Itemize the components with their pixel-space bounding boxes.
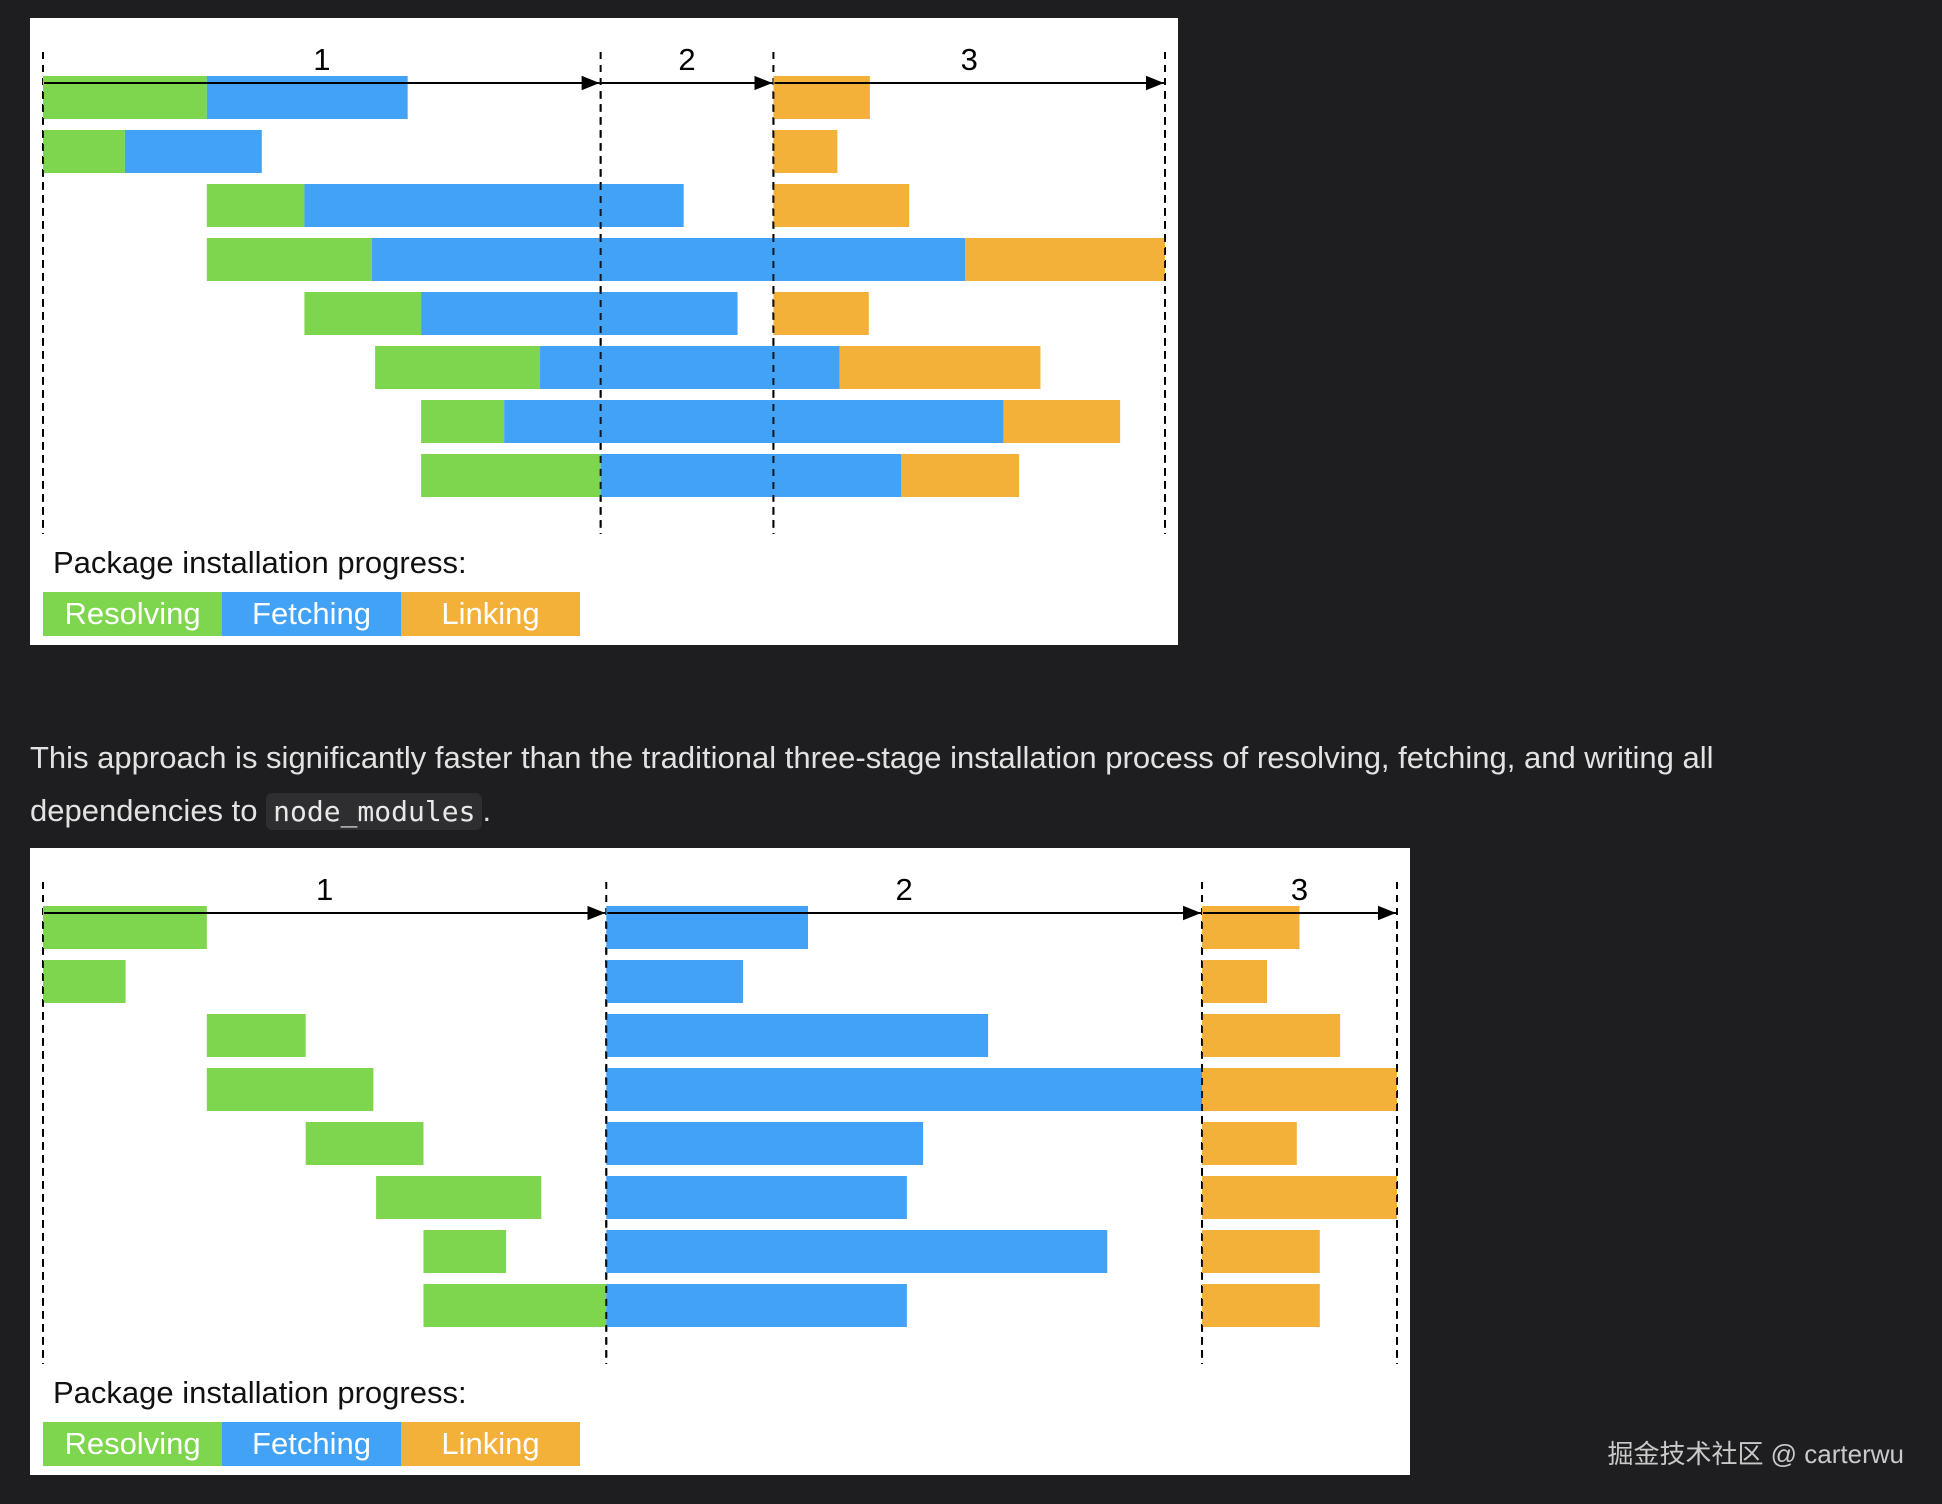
inline-code: node_modules xyxy=(266,793,483,830)
chart-caption: Package installation progress: xyxy=(53,545,467,580)
bar-fetching xyxy=(421,292,738,335)
chart-caption: Package installation progress: xyxy=(53,1375,467,1410)
bar-resolving xyxy=(304,292,422,335)
bar-resolving xyxy=(206,238,372,281)
bar-resolving xyxy=(423,1284,607,1327)
legend-resolving: Resolving xyxy=(43,1422,222,1466)
bar-fetching xyxy=(606,1122,924,1165)
chart-canvas: 1 2 3 xyxy=(42,872,1398,1364)
bar-resolving xyxy=(206,1014,306,1057)
bar-linking xyxy=(965,238,1165,281)
chart-legend: Resolving Fetching Linking xyxy=(43,592,580,636)
bar-fetching xyxy=(606,1284,907,1327)
bar-resolving xyxy=(423,1230,507,1273)
bar-linking xyxy=(1202,1230,1320,1273)
bar-resolving xyxy=(376,1176,542,1219)
paragraph-end: . xyxy=(482,793,492,828)
bar-resolving xyxy=(206,1068,374,1111)
phase-label: 1 xyxy=(316,872,333,907)
bar-resolving xyxy=(43,130,125,173)
bar-resolving xyxy=(305,1122,424,1165)
legend-fetching: Fetching xyxy=(222,1422,401,1466)
phase-label: 3 xyxy=(1291,872,1308,907)
bar-linking xyxy=(773,130,838,173)
bar-fetching xyxy=(540,346,840,389)
bar-linking xyxy=(773,184,910,227)
bar-fetching xyxy=(124,130,262,173)
bar-linking xyxy=(1202,1176,1397,1219)
bar-linking xyxy=(1202,1068,1397,1111)
chart-canvas: 1 2 3 xyxy=(42,42,1166,534)
legend-resolving: Resolving xyxy=(43,592,222,636)
bar-resolving xyxy=(421,454,601,497)
phase-label: 1 xyxy=(313,42,330,77)
chart-figure-overlapping: 1 2 3 Package installation progress: Resol… xyxy=(30,18,1178,645)
bar-resolving xyxy=(421,400,505,443)
bar-fetching xyxy=(504,400,1004,443)
bar-fetching xyxy=(606,960,744,1003)
body-paragraph: This approach is significantly faster th… xyxy=(30,731,1910,838)
bar-fetching xyxy=(304,184,684,227)
bar-fetching xyxy=(606,1176,907,1219)
bar-linking xyxy=(773,292,869,335)
bar-linking xyxy=(1202,960,1268,1003)
phase-label: 2 xyxy=(896,872,913,907)
bar-linking xyxy=(839,346,1041,389)
bar-linking xyxy=(1003,400,1121,443)
bar-fetching xyxy=(606,1230,1108,1273)
paragraph-text: This approach is significantly faster th… xyxy=(30,740,1714,828)
phase-label: 3 xyxy=(961,42,978,77)
bar-fetching xyxy=(371,238,966,281)
bar-linking xyxy=(901,454,1020,497)
bar-linking xyxy=(1202,1284,1320,1327)
bar-fetching xyxy=(600,454,902,497)
watermark: 掘金技术社区 @ carterwu xyxy=(1607,1439,1904,1469)
bar-resolving xyxy=(43,960,126,1003)
bar-resolving xyxy=(206,184,305,227)
bar-linking xyxy=(1202,1014,1341,1057)
bar-fetching xyxy=(606,1014,989,1057)
legend-linking: Linking xyxy=(401,592,580,636)
legend-linking: Linking xyxy=(401,1422,580,1466)
bar-resolving xyxy=(375,346,541,389)
bar-linking xyxy=(1202,1122,1297,1165)
chart-figure-sequential: 1 2 3 Package installation progress: Resol… xyxy=(30,848,1410,1475)
chart-legend: Resolving Fetching Linking xyxy=(43,1422,580,1466)
legend-fetching: Fetching xyxy=(222,592,401,636)
phase-label: 2 xyxy=(678,42,695,77)
bar-fetching xyxy=(606,1068,1203,1111)
